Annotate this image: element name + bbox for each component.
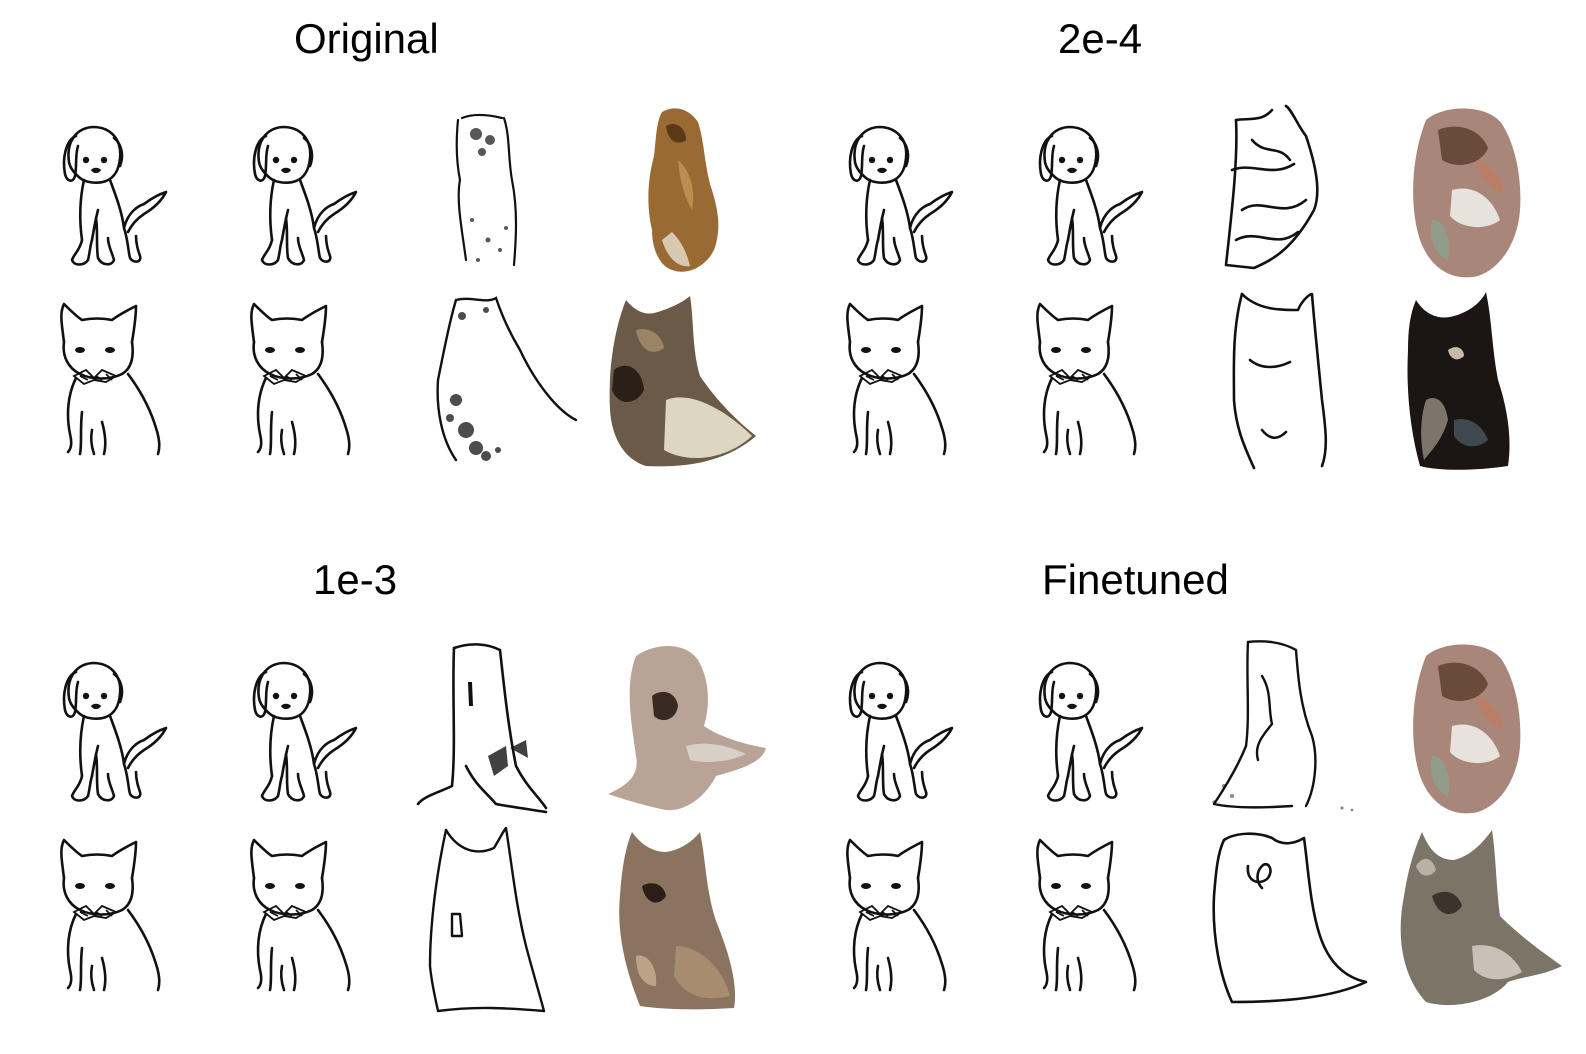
cat-reconstruction-image — [1202, 826, 1387, 1011]
dog-sketch-image — [226, 100, 411, 285]
panel-title-finetuned: Finetuned — [1042, 556, 1229, 603]
cat-sketch-image — [226, 290, 411, 475]
dog-reconstruction-image — [416, 100, 601, 285]
dog-sketch-image — [1012, 636, 1197, 821]
cat-sketch-image — [822, 826, 1007, 1011]
panel-title-2e-4: 2e-4 — [1058, 15, 1143, 62]
cat-photo-tabby-image — [606, 290, 791, 475]
cat-sketch-image — [36, 290, 221, 475]
cat-photo-brown-image — [606, 826, 791, 1011]
dog-sketch-image — [36, 636, 221, 821]
dog-sketch-image — [822, 100, 1007, 285]
cat-photo-grey-image — [1392, 826, 1577, 1011]
dog-photo-multicolor-image — [1392, 636, 1577, 821]
dog-sketch-image — [1012, 100, 1197, 285]
panel-title-original: Original — [294, 15, 439, 62]
dog-reconstruction-image — [416, 636, 601, 821]
cat-sketch-image — [36, 826, 221, 1011]
dog-photo-beige-image — [606, 636, 791, 821]
dog-photo-multicolor-image — [1392, 100, 1577, 285]
dog-reconstruction-image — [1202, 636, 1387, 821]
cat-sketch-image — [1012, 826, 1197, 1011]
cat-sketch-image — [226, 826, 411, 1011]
dog-sketch-image — [226, 636, 411, 821]
dog-sketch-image — [822, 636, 1007, 821]
cat-sketch-image — [822, 290, 1007, 475]
cat-reconstruction-image — [1202, 290, 1387, 475]
cat-reconstruction-image — [416, 826, 601, 1013]
dog-photo-brown-image — [606, 100, 791, 285]
panel-title-1e-3: 1e-3 — [313, 556, 398, 603]
cat-reconstruction-image — [416, 290, 601, 475]
dog-reconstruction-image — [1202, 100, 1387, 285]
cat-photo-black-image — [1392, 290, 1577, 475]
dog-sketch-image — [36, 100, 221, 285]
cat-sketch-image — [1012, 290, 1197, 475]
